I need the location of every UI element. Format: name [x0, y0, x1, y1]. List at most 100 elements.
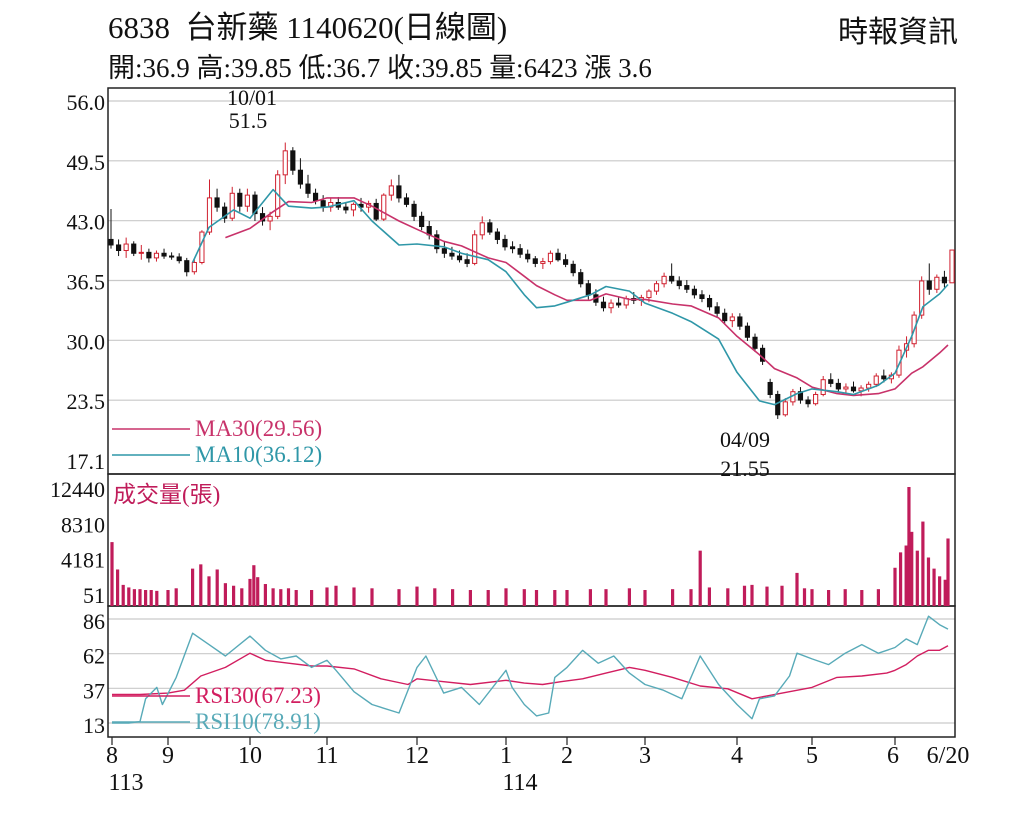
candle-body — [411, 203, 417, 217]
legends: MA30(29.56)MA10(36.12) RSI30(67.23)RSI10(… — [112, 416, 322, 734]
candle-body — [115, 244, 122, 252]
candle-body — [419, 215, 425, 228]
ma10-legend-label: MA10(36.12) — [195, 442, 322, 467]
high-date-annotation: 10/01 — [227, 85, 277, 110]
volume-bar — [263, 584, 267, 606]
candle-body — [828, 379, 834, 384]
candle-body — [320, 200, 326, 208]
volume-bar — [565, 590, 569, 606]
price-y-tick: 17.1 — [67, 449, 106, 474]
candle-body — [350, 203, 357, 211]
candle-body — [161, 252, 167, 257]
x-tick-label: 12 — [405, 743, 429, 769]
price-y-tick: 49.5 — [67, 150, 106, 175]
price-y-tick: 30.0 — [67, 329, 106, 354]
candle-body — [456, 255, 463, 261]
volume-bar — [433, 588, 437, 606]
volume-bar — [827, 590, 831, 606]
volume-bar — [504, 588, 508, 606]
candle-body — [616, 302, 622, 306]
candle-body — [176, 256, 182, 262]
close-label: 收: — [387, 53, 422, 83]
x-tick-label: 8 — [106, 743, 118, 769]
ohlc-summary: 開:36.9 高:39.85 低:36.7 收:39.85 量:6423 漲 3… — [108, 55, 652, 82]
ma30-legend-label: MA30(29.56) — [195, 416, 322, 441]
volume-bar — [252, 565, 256, 606]
volume-bar — [946, 538, 950, 606]
ma30-line — [225, 197, 949, 397]
volume-bar — [765, 586, 769, 606]
candle-body — [858, 387, 864, 392]
volume-bar — [127, 587, 131, 606]
candle-body — [578, 272, 584, 285]
candle-body — [252, 194, 258, 215]
volume-bar — [207, 576, 211, 606]
candle-body — [214, 197, 220, 208]
candle-body — [267, 215, 273, 222]
volume-bar — [174, 588, 178, 606]
candle-body — [646, 290, 652, 299]
volume-y-tick: 12440 — [50, 477, 105, 502]
volume-label: 量: — [489, 53, 524, 83]
candle-body — [191, 262, 197, 273]
x-year-label: 113 — [108, 770, 143, 796]
candle-body — [153, 252, 160, 259]
candle-body — [525, 253, 531, 260]
stock-name: 台新藥 — [185, 10, 279, 45]
x-tick-label: 10 — [238, 743, 262, 769]
moving-averages — [191, 188, 949, 406]
candle-body — [290, 150, 296, 171]
volume-bar — [932, 568, 936, 606]
candle-body — [206, 197, 213, 233]
volume-bar — [294, 590, 298, 606]
close-value: 39.85 — [421, 53, 483, 83]
volume-bar — [155, 590, 159, 606]
candle-body — [237, 192, 243, 207]
candle-body — [184, 260, 190, 273]
candle-body — [941, 276, 948, 284]
candle-body — [608, 302, 614, 309]
volume-bar — [742, 585, 747, 606]
candle-body — [297, 169, 303, 185]
volume-bar — [588, 589, 592, 606]
candle-body — [381, 194, 387, 220]
x-tick-label: 11 — [315, 743, 338, 769]
x-tick-label: 5 — [806, 743, 818, 769]
candle-body — [229, 192, 235, 219]
rsi-y-tick: 13 — [83, 713, 105, 738]
high-value: 39.85 — [231, 53, 292, 83]
candle-body — [669, 275, 675, 282]
volume-bar — [780, 585, 784, 606]
candle-body — [441, 248, 447, 254]
x-tick-label: 6 — [887, 743, 899, 769]
x-tick-label: 3 — [639, 743, 651, 769]
grid-lines — [108, 100, 955, 724]
volume-bar — [232, 585, 236, 606]
x-tick-label: 2 — [561, 743, 573, 769]
volume-bar — [689, 589, 693, 606]
volume-bar — [926, 557, 931, 606]
candle-body — [517, 248, 523, 255]
candle-body — [131, 243, 137, 254]
candle-body — [699, 294, 705, 299]
volume-bar — [116, 569, 120, 606]
volume-bar — [325, 587, 329, 606]
candle-body — [563, 259, 569, 265]
candle-body — [600, 301, 607, 309]
volume-bar — [921, 521, 925, 606]
candle-body — [138, 251, 144, 254]
candle-body — [805, 399, 811, 405]
volume-bar — [698, 550, 702, 606]
volume-bar — [240, 588, 244, 606]
low-label: 低: — [298, 53, 334, 83]
price-y-tick: 56.0 — [67, 90, 106, 115]
volume-y-tick: 4181 — [61, 548, 105, 573]
y-axis-ticks: 56.0 49.5 43.0 36.5 30.0 23.5 17.1 12440 8310 418… — [50, 90, 105, 738]
candle-body — [547, 252, 554, 263]
candle-body — [540, 261, 546, 264]
volume-bar — [415, 586, 419, 606]
volume-bar — [943, 579, 947, 606]
